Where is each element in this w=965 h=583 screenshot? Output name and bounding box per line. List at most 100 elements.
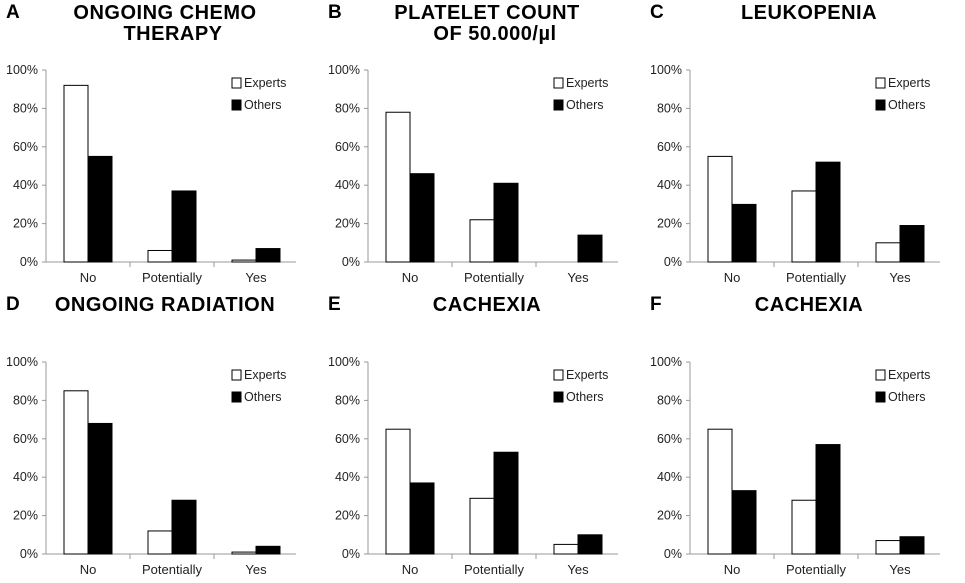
chart-title-line: CACHEXIA: [755, 294, 863, 316]
y-tick-label: 60%: [335, 432, 360, 446]
x-category-label: Potentially: [464, 270, 524, 285]
legend-swatch-experts: [231, 77, 242, 89]
chart-title-line: PLATELET COUNT: [394, 2, 580, 24]
legend-label: Others: [244, 98, 282, 112]
x-category-label: No: [80, 270, 97, 285]
chart-title-line: THERAPY: [123, 23, 222, 45]
panel-label: D: [6, 294, 20, 315]
y-tick-label: 20%: [335, 509, 360, 523]
y-tick-label: 20%: [13, 217, 38, 231]
y-tick-label: 100%: [6, 63, 38, 77]
y-tick-label: 0%: [664, 547, 682, 561]
legend-swatch-others: [553, 391, 564, 403]
chart-title-line: ONGOING RADIATION: [55, 294, 275, 316]
bar-experts-yes: [875, 540, 901, 555]
x-category-label: Yes: [567, 562, 589, 577]
y-tick-label: 20%: [657, 509, 682, 523]
legend-label: Experts: [566, 368, 608, 382]
y-tick-label: 40%: [335, 178, 360, 192]
bar-experts-yes: [231, 551, 257, 555]
bar-others-yes: [577, 234, 603, 263]
bar-others-potentially: [815, 161, 841, 263]
legend-swatch-experts: [875, 77, 886, 89]
chart-title-line: CACHEXIA: [433, 294, 541, 316]
x-category-label: No: [80, 562, 97, 577]
chart-title-line: ONGOING CHEMO: [73, 2, 256, 24]
x-category-label: Potentially: [142, 270, 202, 285]
y-tick-label: 80%: [13, 393, 38, 407]
bar-experts-no: [63, 390, 89, 555]
bar-experts-potentially: [791, 499, 817, 555]
x-category-label: Potentially: [464, 562, 524, 577]
y-tick-label: 60%: [13, 140, 38, 154]
y-tick-label: 40%: [13, 178, 38, 192]
panel-label: E: [328, 294, 341, 315]
panel-label: F: [650, 294, 662, 315]
bar-experts-yes: [553, 543, 579, 555]
y-tick-label: 0%: [342, 255, 360, 269]
legend-swatch-experts: [553, 369, 564, 381]
x-category-label: No: [724, 562, 741, 577]
bar-others-no: [87, 155, 113, 263]
bar-experts-potentially: [469, 497, 495, 555]
y-tick-label: 100%: [328, 355, 360, 369]
legend-label: Others: [888, 98, 926, 112]
legend-label: Others: [566, 98, 604, 112]
legend-swatch-others: [875, 391, 886, 403]
x-category-label: Yes: [245, 562, 267, 577]
y-tick-label: 60%: [13, 432, 38, 446]
bar-others-yes: [899, 536, 925, 555]
bar-others-no: [731, 490, 757, 555]
y-tick-label: 40%: [657, 470, 682, 484]
y-tick-label: 100%: [650, 355, 682, 369]
bar-experts-no: [63, 84, 89, 263]
chart-title-line: LEUKOPENIA: [741, 2, 877, 24]
chart-panel-d: D ONGOING RADIATION 0% 20% 40% 60% 80% 100% No Po…: [0, 292, 321, 583]
y-tick-label: 80%: [657, 101, 682, 115]
y-tick-label: 80%: [13, 101, 38, 115]
y-tick-label: 0%: [20, 255, 38, 269]
legend-label: Experts: [566, 76, 608, 90]
panel-label: A: [6, 2, 20, 23]
chart-panel-a: A ONGOING CHEMO THERAPY 0% 20% 40% 60% 80% 100% N…: [0, 0, 321, 291]
bar-others-yes: [577, 534, 603, 555]
y-tick-label: 40%: [13, 470, 38, 484]
legend-swatch-others: [231, 391, 242, 403]
bar-others-yes: [255, 545, 281, 555]
legend-swatch-experts: [875, 369, 886, 381]
y-tick-label: 60%: [335, 140, 360, 154]
x-category-label: No: [724, 270, 741, 285]
y-tick-label: 100%: [328, 63, 360, 77]
y-tick-label: 20%: [657, 217, 682, 231]
legend-swatch-others: [553, 99, 564, 111]
bar-experts-no: [707, 428, 733, 555]
bar-others-no: [87, 422, 113, 555]
bar-others-potentially: [171, 190, 197, 263]
y-tick-label: 100%: [650, 63, 682, 77]
y-tick-label: 80%: [657, 393, 682, 407]
x-category-label: Potentially: [786, 562, 846, 577]
bar-experts-yes: [875, 242, 901, 263]
bar-others-no: [731, 203, 757, 263]
x-category-label: No: [402, 270, 419, 285]
x-category-label: Yes: [245, 270, 267, 285]
bar-others-yes: [255, 248, 281, 263]
legend-swatch-others: [875, 99, 886, 111]
legend-swatch-experts: [553, 77, 564, 89]
legend-label: Others: [888, 390, 926, 404]
bar-others-potentially: [493, 451, 519, 555]
x-category-label: Yes: [889, 270, 911, 285]
bar-others-potentially: [171, 499, 197, 555]
chart-title-line: OF 50.000/µl: [433, 23, 556, 45]
bar-experts-potentially: [147, 249, 173, 263]
bar-others-no: [409, 173, 435, 263]
bar-others-no: [409, 482, 435, 555]
legend-swatch-others: [231, 99, 242, 111]
chart-panel-f: F CACHEXIA 0% 20% 40% 60% 80% 100% No Potentially…: [644, 292, 965, 583]
x-category-label: Potentially: [786, 270, 846, 285]
bar-others-potentially: [815, 444, 841, 555]
legend-label: Experts: [888, 368, 930, 382]
y-tick-label: 60%: [657, 432, 682, 446]
y-tick-label: 20%: [335, 217, 360, 231]
y-tick-label: 100%: [6, 355, 38, 369]
